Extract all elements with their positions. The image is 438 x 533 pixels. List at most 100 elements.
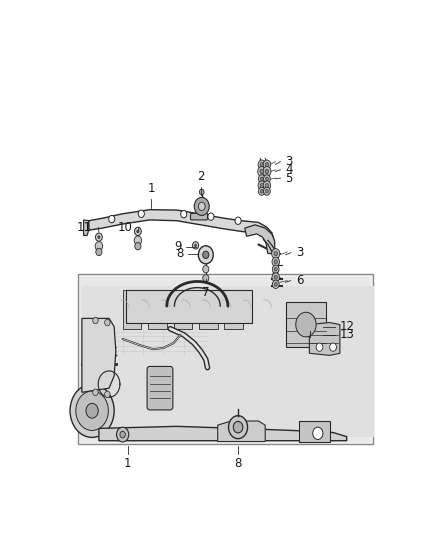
Polygon shape [88, 209, 274, 249]
Text: 5: 5 [286, 172, 293, 184]
Circle shape [258, 175, 265, 183]
Circle shape [117, 427, 129, 442]
Text: 3: 3 [286, 155, 293, 168]
Bar [286, 302, 326, 347]
Circle shape [258, 160, 265, 169]
Circle shape [95, 233, 102, 241]
Polygon shape [126, 290, 251, 322]
Circle shape [105, 391, 110, 398]
Circle shape [264, 175, 270, 183]
Circle shape [194, 244, 197, 247]
Text: 4: 4 [286, 163, 293, 176]
Bar [80, 277, 371, 441]
Circle shape [260, 177, 263, 181]
Circle shape [258, 187, 265, 195]
Circle shape [274, 260, 277, 264]
Circle shape [264, 187, 270, 195]
Circle shape [203, 274, 209, 282]
FancyBboxPatch shape [191, 213, 208, 220]
Circle shape [135, 243, 141, 250]
Circle shape [235, 217, 241, 224]
Bar [123, 290, 141, 329]
Circle shape [296, 312, 316, 337]
Bar [78, 274, 373, 445]
Circle shape [265, 189, 268, 193]
Circle shape [274, 276, 277, 279]
Circle shape [272, 265, 279, 273]
Text: 3: 3 [296, 246, 303, 259]
Circle shape [76, 391, 108, 431]
Polygon shape [82, 318, 116, 392]
Circle shape [274, 268, 277, 271]
Circle shape [98, 236, 100, 239]
Circle shape [198, 202, 205, 211]
Circle shape [86, 403, 98, 418]
Text: 8: 8 [177, 247, 184, 260]
Text: 9: 9 [175, 240, 182, 253]
Circle shape [199, 189, 204, 195]
Text: 6: 6 [296, 274, 303, 287]
Text: 13: 13 [340, 328, 355, 341]
Polygon shape [309, 322, 340, 356]
Text: 10: 10 [117, 221, 132, 234]
Circle shape [105, 319, 110, 326]
Text: 8: 8 [234, 457, 242, 470]
Circle shape [260, 163, 264, 166]
Bar [299, 421, 330, 441]
Circle shape [208, 213, 214, 220]
Bar [148, 290, 167, 329]
FancyBboxPatch shape [147, 366, 173, 410]
Circle shape [134, 236, 141, 245]
Circle shape [138, 210, 145, 217]
Circle shape [233, 422, 243, 433]
Bar [173, 290, 192, 329]
Text: 11: 11 [76, 221, 92, 234]
Circle shape [272, 248, 280, 259]
Circle shape [229, 416, 247, 439]
Circle shape [263, 160, 271, 169]
Text: 12: 12 [340, 320, 355, 333]
Circle shape [258, 166, 266, 176]
Circle shape [272, 280, 279, 288]
Circle shape [70, 384, 114, 438]
Polygon shape [82, 286, 374, 438]
Circle shape [265, 177, 268, 181]
Circle shape [265, 183, 268, 188]
Circle shape [258, 181, 265, 190]
Bar [199, 290, 218, 329]
Circle shape [263, 181, 271, 190]
Polygon shape [245, 225, 275, 254]
Text: 2: 2 [197, 170, 205, 183]
Circle shape [263, 166, 271, 176]
Bar [224, 290, 243, 329]
Circle shape [274, 282, 277, 286]
Circle shape [316, 343, 323, 351]
Circle shape [265, 163, 268, 166]
Circle shape [203, 251, 209, 259]
Circle shape [181, 211, 187, 218]
Circle shape [96, 248, 102, 256]
Circle shape [265, 169, 269, 174]
Circle shape [194, 197, 209, 215]
Circle shape [203, 265, 209, 273]
Circle shape [93, 389, 98, 395]
Text: 1: 1 [124, 457, 131, 470]
Circle shape [330, 343, 336, 351]
Polygon shape [218, 421, 265, 441]
Circle shape [134, 227, 141, 236]
Circle shape [260, 189, 263, 193]
Circle shape [198, 246, 213, 264]
Text: 7: 7 [202, 286, 209, 298]
Circle shape [137, 230, 139, 233]
Circle shape [260, 169, 264, 174]
Circle shape [120, 431, 125, 438]
Text: 1: 1 [148, 182, 155, 195]
Circle shape [313, 427, 323, 440]
Polygon shape [99, 426, 346, 441]
Circle shape [95, 241, 102, 251]
Circle shape [93, 317, 98, 324]
Circle shape [109, 215, 115, 223]
Circle shape [193, 241, 199, 249]
Circle shape [274, 252, 278, 256]
Polygon shape [84, 220, 88, 236]
